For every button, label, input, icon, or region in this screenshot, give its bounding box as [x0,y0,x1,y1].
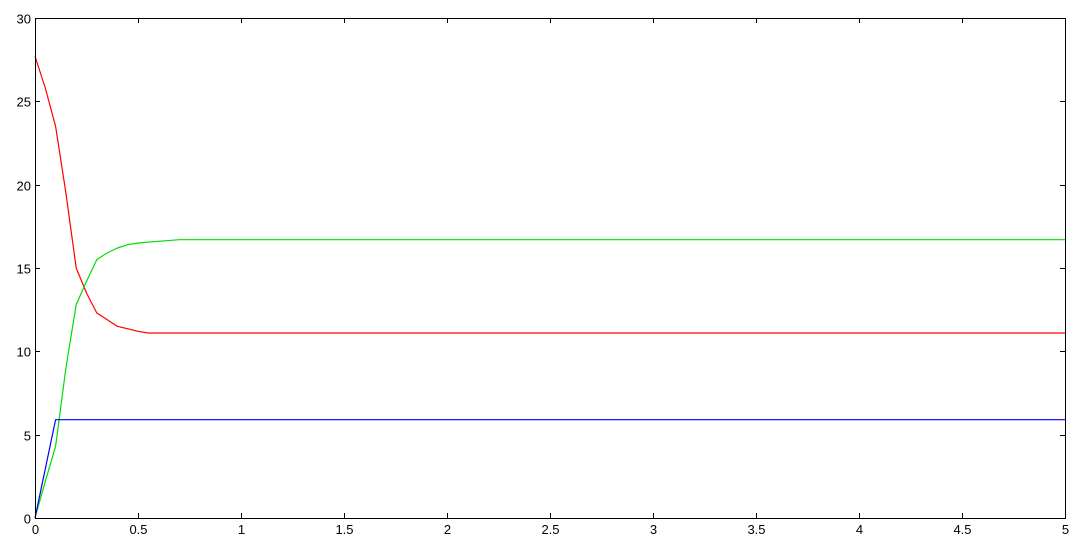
y-tick-label: 5 [24,429,31,444]
x-tick-label: 3.5 [747,522,765,537]
x-tick-label: 1.5 [335,522,353,537]
x-tick-label: 1 [238,522,245,537]
y-tick-label: 20 [17,179,31,194]
x-tick-label: 0.5 [129,522,147,537]
axes-frame [35,18,1066,519]
x-tick-label: 0 [32,522,39,537]
plot-area [35,18,1066,519]
x-tick-label: 4.5 [953,522,971,537]
x-tick-label: 3 [650,522,657,537]
y-tick-label: 0 [24,512,31,527]
x-tick-label: 2 [444,522,451,537]
series-lines [34,56,1065,519]
y-tick-label: 30 [17,12,31,27]
x-tick-label: 4 [856,522,863,537]
y-tick-label: 15 [17,262,31,277]
y-axis-tick-labels: 0 5 10 15 20 25 30 [17,12,31,527]
x-tick-label: 2.5 [541,522,559,537]
x-axis-tick-labels: 0 0.5 1 1.5 2 2.5 3 3.5 4 4.5 5 [32,522,1069,537]
series-line-1 [34,56,1065,334]
series-line-3 [34,419,1065,519]
x-tick-label: 5 [1062,522,1069,537]
y-tick-label: 25 [17,95,31,110]
y-tick-label: 10 [17,345,31,360]
